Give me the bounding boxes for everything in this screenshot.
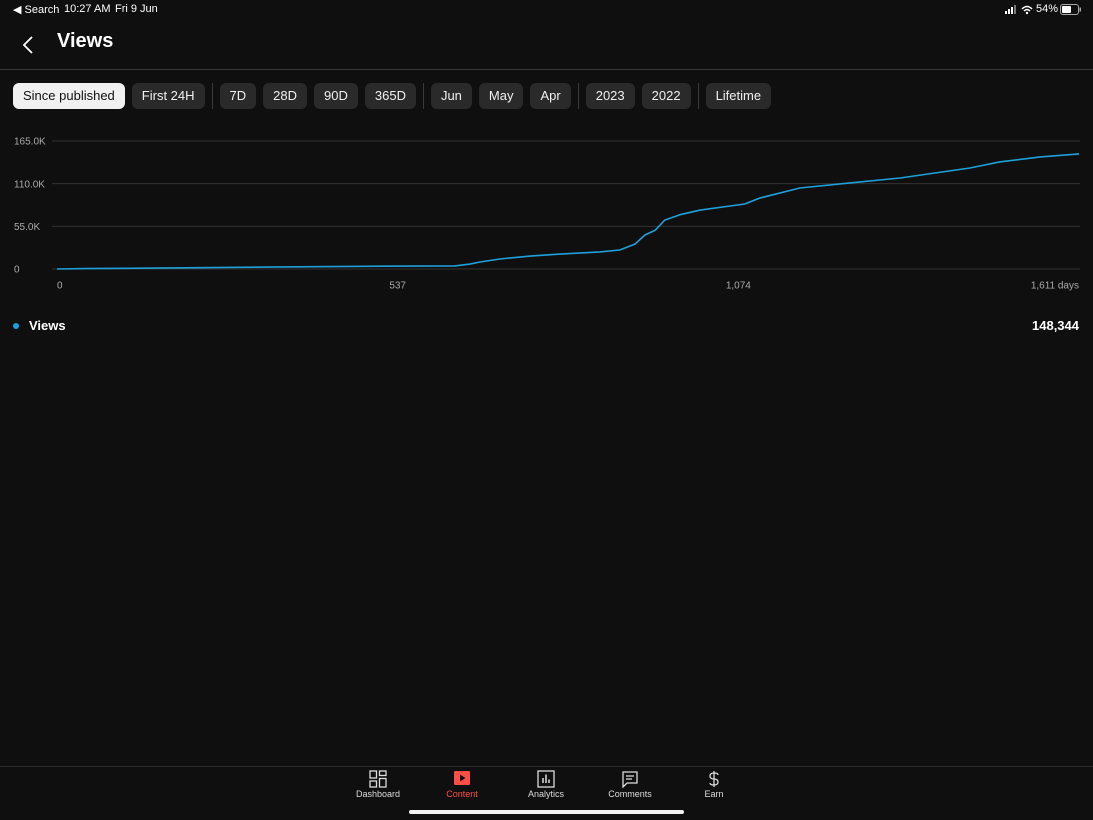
- filter-chip[interactable]: Apr: [530, 83, 571, 109]
- tab-label: Earn: [704, 789, 724, 799]
- filter-chip[interactable]: May: [478, 83, 524, 109]
- tab-earn[interactable]: Earn: [672, 770, 756, 799]
- back-button[interactable]: [20, 35, 36, 55]
- tab-icon: [622, 771, 638, 788]
- header-separator: [0, 69, 1093, 70]
- tab-icon: [369, 770, 387, 788]
- filter-chip[interactable]: First 24H: [131, 83, 205, 109]
- chip-divider: [577, 83, 579, 109]
- filter-chip[interactable]: 7D: [219, 83, 257, 109]
- signal-wifi: [1005, 5, 1033, 15]
- legend-marker: [13, 323, 19, 329]
- filter-chip[interactable]: 2023: [585, 83, 635, 109]
- chip-divider: [697, 83, 699, 109]
- status-battery: 54%: [1036, 3, 1059, 15]
- tab-label: Content: [446, 789, 478, 799]
- y-tick-label: 165.0K: [14, 137, 46, 148]
- status-date: Fri 9 Jun: [115, 3, 158, 15]
- x-tick-label: 0: [57, 281, 63, 292]
- x-tick-label: 1,074: [726, 281, 751, 292]
- tab-content[interactable]: Content: [420, 770, 504, 799]
- chart: 0 55.0K 110.0K 165.0K 0 537 1,074 1,611 days: [14, 137, 1080, 292]
- status-back[interactable]: ◀ Search: [13, 4, 60, 16]
- tab-label: Dashboard: [355, 789, 401, 799]
- chip-divider: [422, 83, 424, 109]
- tab-comments[interactable]: Comments: [588, 770, 672, 799]
- filter-chip[interactable]: Lifetime: [705, 83, 772, 109]
- tab-label: Analytics: [527, 789, 564, 799]
- y-tick-label: 110.0K: [14, 179, 45, 190]
- tab-dashboard[interactable]: Dashboard: [336, 770, 420, 799]
- x-tick-label: 537: [389, 281, 406, 292]
- filter-chip[interactable]: Jun: [430, 83, 472, 109]
- home-indicator: [409, 810, 684, 814]
- nav-separator: [0, 766, 1093, 767]
- status-time: 10:27 AM: [64, 3, 111, 15]
- filter-chip[interactable]: 28D: [263, 83, 308, 109]
- filter-chip[interactable]: 90D: [314, 83, 358, 109]
- chip-divider: [211, 83, 213, 109]
- page-title: Views: [57, 30, 114, 52]
- series-line: [56, 153, 1080, 270]
- tab-label: Comments: [608, 789, 652, 799]
- filter-chip[interactable]: 2022: [641, 83, 691, 109]
- y-tick-label: 0: [14, 265, 20, 276]
- tab-icon: [709, 771, 719, 787]
- filter-chips: Since published First 24H 7D 28D 90D 365D Jun M…: [13, 83, 778, 109]
- legend-label: Views: [29, 318, 66, 333]
- x-tick-label: 1,611 days: [1031, 281, 1079, 292]
- legend-total: 148,344: [1032, 318, 1079, 333]
- tab-icon: [537, 770, 555, 788]
- tab-analytics[interactable]: Analytics: [504, 770, 588, 799]
- y-tick-label: 55.0K: [14, 222, 40, 233]
- filter-chip[interactable]: Since published: [13, 83, 125, 109]
- battery-icon: [1060, 4, 1081, 15]
- tab-icon: [454, 771, 470, 785]
- filter-chip[interactable]: 365D: [364, 83, 416, 109]
